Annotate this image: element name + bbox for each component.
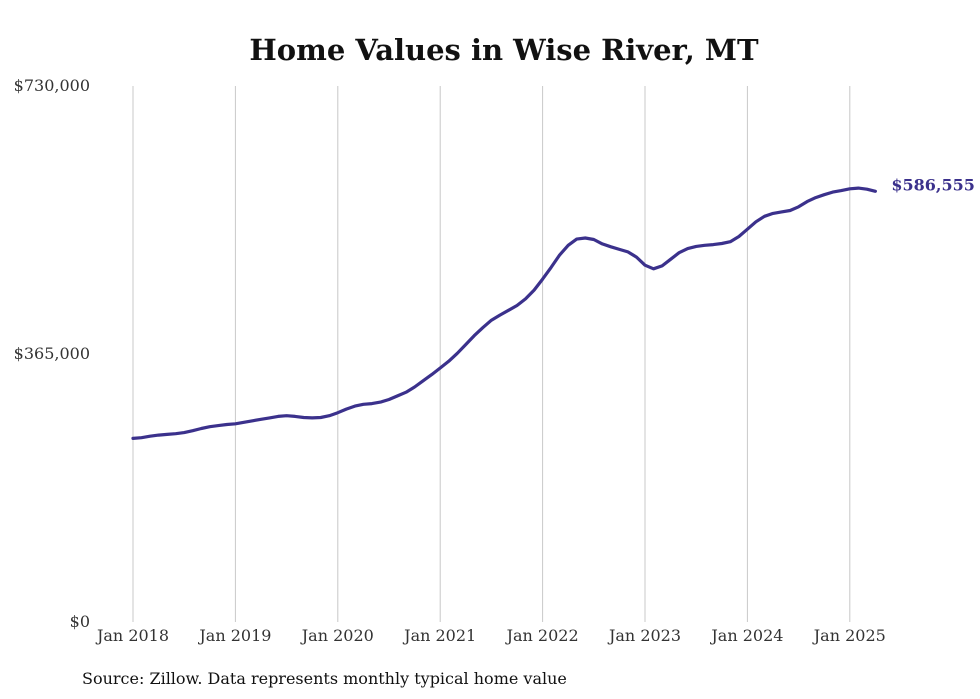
- x-tick-label: Jan 2024: [709, 626, 783, 645]
- y-axis-ticks: $0 $365,000 $730,000: [14, 76, 90, 631]
- source-note: Source: Zillow. Data represents monthly …: [82, 669, 567, 688]
- x-tick-label: Jan 2022: [505, 626, 579, 645]
- x-tick-label: Jan 2020: [300, 626, 374, 645]
- chart-title: Home Values in Wise River, MT: [249, 33, 759, 67]
- y-tick-label: $365,000: [14, 344, 90, 363]
- series-line: [131, 186, 877, 440]
- x-axis-ticks: Jan 2018 Jan 2019 Jan 2020 Jan 2021 Jan 2022…: [95, 626, 886, 645]
- y-tick-label: $730,000: [14, 76, 90, 95]
- x-tick-label: Jan 2025: [812, 626, 886, 645]
- gridlines: [132, 86, 851, 622]
- x-tick-label: Jan 2019: [197, 626, 271, 645]
- x-tick-label: Jan 2023: [607, 626, 681, 645]
- y-tick-label: $0: [70, 612, 90, 631]
- x-tick-label: Jan 2018: [95, 626, 169, 645]
- end-value-label: $586,555: [891, 175, 975, 194]
- x-tick-label: Jan 2021: [402, 626, 476, 645]
